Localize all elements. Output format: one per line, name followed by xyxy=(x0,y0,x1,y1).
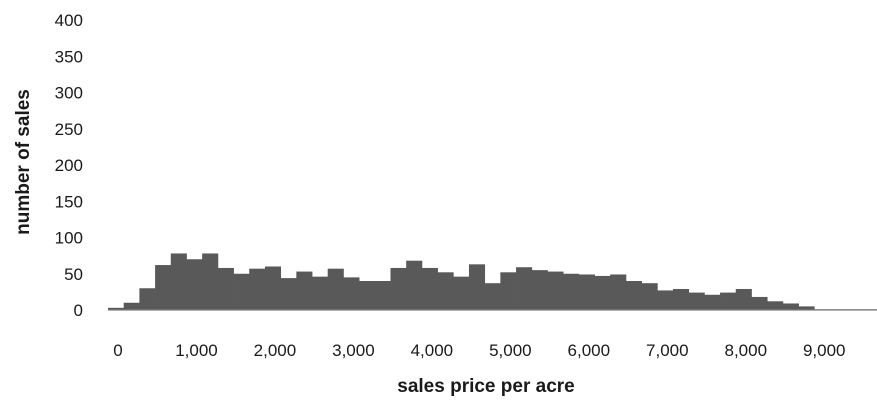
histogram-bar xyxy=(735,288,752,310)
histogram-bar xyxy=(264,266,282,310)
histogram-bar xyxy=(123,302,140,310)
histogram-bar xyxy=(751,296,768,310)
y-tick-label: 350 xyxy=(55,47,83,66)
histogram-bar xyxy=(421,267,438,310)
histogram-bar xyxy=(170,253,187,310)
histogram-bar xyxy=(374,281,391,310)
histogram-bar xyxy=(327,268,344,310)
x-tick-label: 2,000 xyxy=(254,341,297,360)
x-tick-label: 9,000 xyxy=(803,341,846,360)
histogram-bar xyxy=(139,288,156,310)
histogram-bar xyxy=(312,276,329,310)
y-tick-label: 150 xyxy=(55,192,83,211)
x-axis-title: sales price per acre xyxy=(397,376,574,397)
histogram-bar xyxy=(186,259,203,310)
y-tick-label: 400 xyxy=(55,11,83,30)
histogram-bar xyxy=(437,272,454,310)
histogram-bar xyxy=(202,253,219,310)
x-tick-label: 8,000 xyxy=(724,341,767,360)
histogram-bar xyxy=(798,306,815,311)
histogram-bar xyxy=(563,273,580,310)
histogram-bar xyxy=(406,260,423,310)
histogram-bar xyxy=(484,283,501,310)
histogram-bar xyxy=(704,294,721,310)
histogram-bar xyxy=(720,292,737,310)
histogram-bar xyxy=(782,303,799,310)
x-tick-label: 1,000 xyxy=(175,341,218,360)
histogram-bar xyxy=(672,288,690,310)
x-tick-label: 3,000 xyxy=(332,341,375,360)
histogram-bar xyxy=(657,290,674,310)
x-tick-label: 4,000 xyxy=(411,341,454,360)
y-tick-label: 300 xyxy=(55,84,83,103)
histogram-bar xyxy=(641,283,658,310)
y-tick-label: 200 xyxy=(55,156,83,175)
x-tick-label: 7,000 xyxy=(646,341,689,360)
x-tick-label: 6,000 xyxy=(568,341,611,360)
histogram-bar xyxy=(468,264,486,310)
histogram-bar xyxy=(108,307,125,310)
histogram-bar xyxy=(516,267,533,310)
histogram-bar xyxy=(531,270,548,311)
histogram-bar xyxy=(547,271,564,310)
histogram-bar xyxy=(359,281,376,310)
y-tick-label: 0 xyxy=(74,301,83,320)
histogram-bar xyxy=(625,281,642,310)
histogram-bar xyxy=(453,276,470,310)
histogram-bar xyxy=(233,273,250,310)
y-tick-label: 100 xyxy=(55,229,83,248)
histogram-bar xyxy=(500,272,517,310)
histogram-bar xyxy=(610,274,627,310)
histogram-bar xyxy=(343,277,360,311)
bars-group xyxy=(108,253,877,311)
y-axis-title: number of sales xyxy=(13,89,34,235)
histogram-bar xyxy=(155,265,172,310)
y-axis-ticks: 0 50 100 150 200 250 300 350 400 xyxy=(55,11,83,320)
histogram-bar xyxy=(280,278,297,310)
histogram-bar xyxy=(594,275,611,310)
histogram-bar xyxy=(688,292,705,310)
x-tick-label: 0 xyxy=(113,341,122,360)
histogram-bar xyxy=(767,301,784,310)
x-axis-ticks: 0 1,000 2,000 3,000 4,000 5,000 6,000 7,000 8,00… xyxy=(113,341,845,360)
y-tick-label: 250 xyxy=(55,120,83,139)
histogram-bar xyxy=(390,267,407,310)
histogram-bar xyxy=(578,274,595,310)
y-tick-label: 50 xyxy=(64,265,83,284)
histogram-bar xyxy=(249,268,266,310)
histogram-bar xyxy=(217,267,234,310)
x-tick-label: 5,000 xyxy=(489,341,532,360)
histogram-bar xyxy=(296,271,313,310)
